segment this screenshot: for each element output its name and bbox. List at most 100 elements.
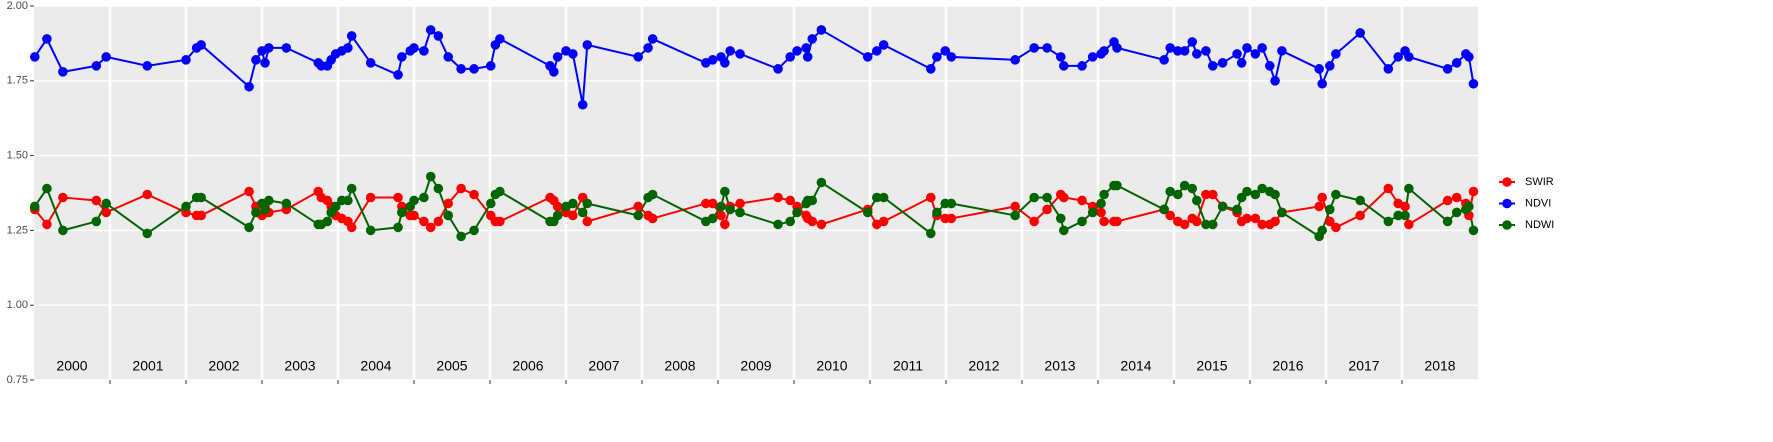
point: [1270, 189, 1280, 200]
point: [926, 228, 936, 239]
point: [1087, 207, 1098, 218]
point: [1042, 43, 1052, 53]
point: [720, 219, 730, 230]
point: [1112, 180, 1122, 191]
point: [1059, 225, 1069, 236]
point: [1404, 52, 1414, 62]
point: [878, 40, 889, 50]
point: [552, 52, 563, 62]
point: [419, 46, 429, 56]
point: [926, 64, 936, 74]
point: [878, 216, 889, 227]
point: [1192, 216, 1202, 227]
point: [932, 207, 942, 218]
point: [419, 216, 429, 227]
point: [495, 216, 505, 227]
point: [397, 207, 407, 218]
year-label: 2004: [360, 358, 391, 374]
point: [816, 219, 827, 230]
point: [1257, 43, 1267, 53]
point: [1165, 186, 1175, 197]
point: [647, 34, 658, 44]
year-label: 2017: [1348, 358, 1379, 374]
point: [1317, 78, 1327, 89]
point: [1029, 216, 1039, 227]
point: [1464, 52, 1474, 62]
point: [1325, 216, 1335, 227]
point: [142, 189, 153, 200]
point: [393, 192, 403, 203]
point: [485, 61, 496, 71]
year-label: 2008: [664, 358, 695, 374]
point: [568, 210, 578, 221]
point: [707, 55, 718, 65]
point: [568, 198, 578, 209]
point: [773, 192, 783, 203]
point: [196, 210, 206, 221]
point: [1179, 219, 1190, 230]
point: [1096, 198, 1106, 209]
point: [946, 198, 957, 209]
point: [1232, 49, 1242, 59]
point: [443, 52, 454, 62]
point: [346, 31, 357, 41]
point: [251, 207, 261, 218]
point: [443, 210, 454, 221]
point: [365, 192, 376, 203]
point: [552, 210, 563, 221]
point: [101, 198, 111, 209]
point: [549, 67, 559, 77]
point: [792, 207, 802, 218]
point: [196, 192, 206, 203]
point: [701, 198, 711, 209]
point: [1207, 219, 1218, 230]
point: [469, 189, 479, 200]
point: [1173, 46, 1183, 56]
point: [346, 222, 357, 233]
point: [419, 192, 429, 203]
point: [577, 99, 588, 110]
point: [582, 198, 593, 209]
point: [142, 228, 153, 239]
point: [582, 216, 593, 227]
y-tick-label: 1.50: [7, 150, 28, 162]
point: [1029, 43, 1039, 53]
legend-key: [1502, 177, 1512, 187]
legend-label: NDWI: [1525, 219, 1554, 231]
point: [1404, 183, 1414, 194]
y-tick-label: 2.00: [7, 0, 28, 12]
point: [647, 189, 658, 200]
point: [1159, 204, 1169, 215]
point: [1393, 210, 1403, 221]
point: [816, 25, 827, 35]
point: [1277, 46, 1287, 56]
point: [720, 186, 730, 197]
year-label: 2016: [1272, 358, 1303, 374]
point: [1404, 219, 1414, 230]
point: [264, 43, 274, 53]
point: [1250, 49, 1261, 59]
point: [1099, 189, 1109, 200]
point: [716, 201, 726, 212]
point: [1400, 210, 1410, 221]
point: [1179, 46, 1190, 56]
point: [946, 213, 957, 224]
point: [926, 192, 936, 203]
point: [1257, 219, 1267, 230]
point: [1451, 207, 1462, 218]
point: [1314, 201, 1324, 212]
point: [707, 213, 718, 224]
point: [1451, 192, 1462, 203]
point: [456, 64, 466, 74]
point: [433, 31, 444, 41]
point: [322, 216, 333, 227]
point: [1277, 207, 1287, 218]
point: [1451, 58, 1462, 68]
point: [1383, 216, 1394, 227]
point: [1042, 204, 1052, 215]
point: [485, 198, 496, 209]
point: [425, 171, 436, 182]
point: [91, 216, 102, 227]
point: [58, 67, 68, 77]
legend-key: [1502, 220, 1512, 230]
